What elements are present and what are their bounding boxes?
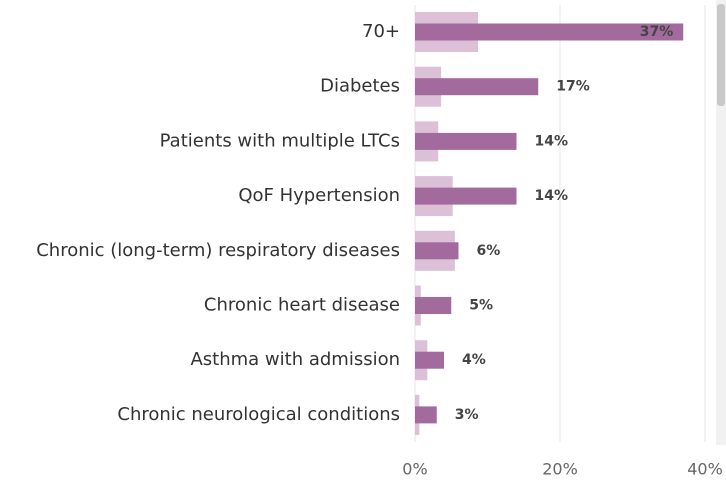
x-tick-label: 20%	[542, 460, 578, 479]
x-tick-label: 40%	[687, 460, 723, 479]
value-label: 37%	[640, 24, 674, 40]
category-label: 70+	[362, 21, 400, 42]
category-label: QoF Hypertension	[238, 185, 400, 206]
category-label: Diabetes	[320, 76, 400, 97]
category-label: Patients with multiple LTCs	[160, 130, 400, 151]
bar	[415, 297, 452, 314]
value-label: 5%	[469, 298, 493, 314]
scrollbar-thumb[interactable]	[717, 4, 725, 106]
category-label: Asthma with admission	[190, 349, 400, 370]
bar	[415, 187, 517, 205]
bar	[415, 132, 517, 150]
x-tick-label: 0%	[402, 460, 427, 479]
bar	[415, 351, 444, 369]
value-label: 14%	[535, 133, 569, 149]
value-label: 14%	[535, 188, 569, 204]
bar	[415, 23, 684, 41]
category-label: Chronic heart disease	[204, 295, 400, 316]
scrollbar-track[interactable]	[716, 0, 726, 445]
category-label: Chronic (long-term) respiratory diseases	[36, 240, 400, 261]
value-label: 3%	[455, 407, 479, 423]
value-label: 17%	[556, 79, 590, 95]
bar	[415, 242, 459, 260]
value-label: 6%	[477, 243, 501, 259]
value-label: 4%	[462, 352, 486, 368]
category-label: Chronic neurological conditions	[117, 404, 400, 425]
bar	[415, 78, 539, 96]
bar	[415, 406, 437, 424]
